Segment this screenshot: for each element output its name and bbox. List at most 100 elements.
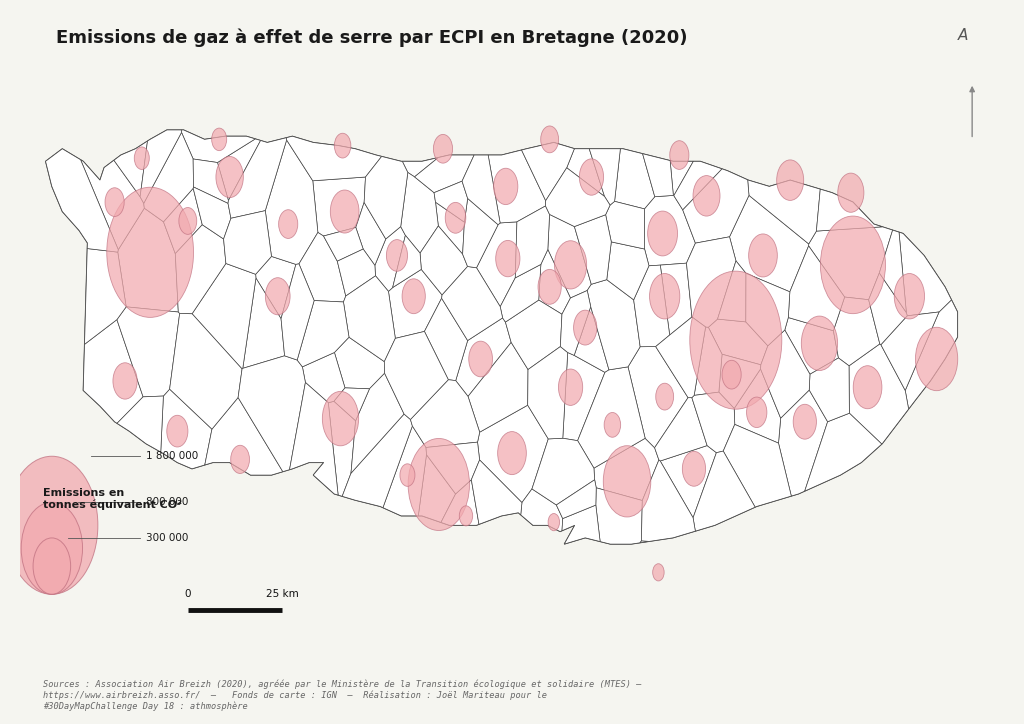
Polygon shape (562, 505, 600, 544)
Circle shape (604, 413, 621, 437)
Circle shape (22, 502, 83, 594)
Polygon shape (734, 369, 780, 443)
Polygon shape (81, 160, 144, 250)
Polygon shape (521, 489, 563, 531)
Circle shape (167, 416, 188, 447)
Polygon shape (426, 442, 479, 494)
Polygon shape (809, 358, 849, 422)
Circle shape (682, 451, 706, 487)
Circle shape (690, 271, 781, 409)
Polygon shape (334, 388, 370, 421)
Circle shape (746, 397, 767, 428)
Circle shape (498, 432, 526, 475)
Circle shape (386, 240, 408, 272)
Polygon shape (85, 248, 126, 345)
Polygon shape (418, 455, 456, 523)
Polygon shape (312, 177, 366, 236)
Polygon shape (654, 397, 708, 461)
Polygon shape (809, 227, 893, 300)
Polygon shape (628, 347, 688, 447)
Polygon shape (118, 209, 178, 312)
Polygon shape (164, 188, 203, 253)
Polygon shape (83, 319, 143, 424)
Polygon shape (286, 136, 382, 181)
Circle shape (402, 279, 425, 313)
Circle shape (179, 208, 197, 235)
Polygon shape (607, 242, 649, 300)
Polygon shape (424, 298, 468, 381)
Polygon shape (114, 141, 147, 197)
Polygon shape (683, 169, 749, 243)
Polygon shape (463, 198, 498, 268)
Polygon shape (729, 195, 809, 292)
Polygon shape (660, 263, 692, 335)
Polygon shape (402, 158, 438, 177)
Polygon shape (674, 161, 722, 210)
Circle shape (915, 327, 957, 391)
Polygon shape (784, 318, 839, 374)
Polygon shape (816, 189, 883, 231)
Polygon shape (905, 300, 957, 409)
Circle shape (580, 159, 603, 195)
Polygon shape (709, 319, 768, 365)
Polygon shape (342, 414, 413, 508)
Circle shape (649, 274, 680, 319)
Circle shape (433, 135, 453, 163)
Polygon shape (587, 279, 640, 370)
Polygon shape (488, 150, 546, 223)
Polygon shape (692, 392, 735, 452)
Polygon shape (723, 424, 792, 507)
Text: 800 000: 800 000 (146, 497, 188, 508)
Polygon shape (596, 488, 642, 544)
Polygon shape (527, 347, 567, 439)
Polygon shape (634, 265, 670, 347)
Polygon shape (548, 214, 591, 298)
Polygon shape (500, 264, 541, 322)
Polygon shape (456, 318, 511, 397)
Polygon shape (324, 227, 364, 261)
Circle shape (33, 538, 71, 594)
Polygon shape (718, 261, 746, 322)
Circle shape (647, 211, 678, 256)
Polygon shape (868, 273, 907, 345)
Polygon shape (805, 413, 882, 491)
Text: 1 800 000: 1 800 000 (146, 451, 199, 461)
Polygon shape (778, 390, 827, 496)
Polygon shape (578, 367, 645, 468)
Polygon shape (435, 202, 465, 254)
Text: A: A (957, 28, 968, 43)
Polygon shape (471, 460, 522, 524)
Polygon shape (302, 353, 345, 403)
Circle shape (541, 126, 558, 153)
Polygon shape (337, 249, 376, 296)
Circle shape (409, 439, 469, 531)
Polygon shape (594, 438, 658, 500)
Circle shape (6, 456, 98, 594)
Polygon shape (670, 161, 693, 195)
Polygon shape (175, 224, 226, 313)
Polygon shape (420, 226, 468, 295)
Polygon shape (693, 451, 755, 531)
Polygon shape (329, 401, 355, 496)
Polygon shape (834, 297, 880, 366)
Polygon shape (256, 256, 296, 319)
Polygon shape (745, 274, 790, 346)
Polygon shape (546, 168, 610, 227)
Circle shape (538, 269, 561, 304)
Circle shape (776, 160, 804, 201)
Polygon shape (644, 195, 695, 266)
Polygon shape (566, 148, 604, 196)
Polygon shape (194, 187, 231, 239)
Polygon shape (539, 250, 570, 314)
Polygon shape (392, 235, 421, 287)
Polygon shape (281, 264, 314, 360)
Polygon shape (117, 396, 164, 452)
Circle shape (105, 188, 124, 216)
Polygon shape (660, 445, 717, 518)
Polygon shape (46, 148, 118, 252)
Polygon shape (46, 130, 957, 544)
Polygon shape (351, 374, 404, 473)
Polygon shape (589, 148, 621, 205)
Polygon shape (521, 143, 574, 201)
Circle shape (496, 240, 520, 277)
